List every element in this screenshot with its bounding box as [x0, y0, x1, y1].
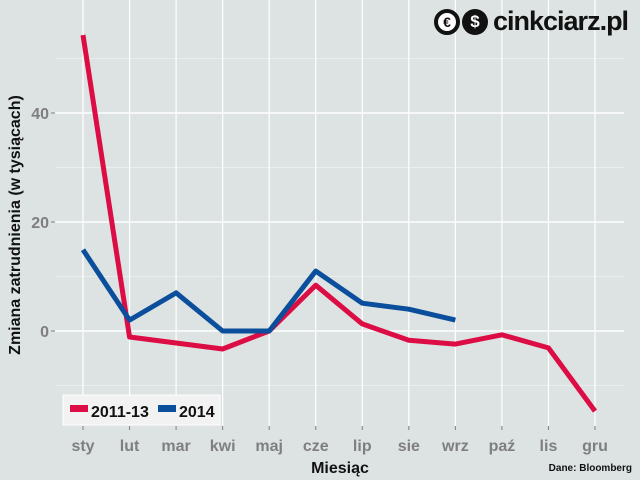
x-tick-label: lip — [353, 438, 372, 455]
x-tick-label: wrz — [441, 438, 469, 455]
x-tick-label: kwi — [210, 438, 236, 455]
x-tick-label: paź — [489, 438, 516, 455]
series-line-2011-13 — [80, 34, 598, 413]
cinkciarz-logo: € $ cinkciarz.pl — [434, 6, 629, 37]
y-tick-label: 20 — [31, 215, 49, 232]
legend-label: 2014 — [179, 404, 215, 421]
x-tick-label: sty — [71, 438, 94, 455]
legend-swatch — [70, 405, 88, 412]
x-tick-label: mar — [161, 438, 190, 455]
y-tick-label: 40 — [31, 106, 49, 123]
dollar-coin-icon: $ — [462, 8, 488, 35]
legend-box — [62, 394, 221, 426]
x-tick-label: cze — [303, 438, 329, 455]
legend: 2011-13 2014 — [62, 394, 221, 426]
x-axis-label: Miesiąc — [311, 460, 369, 477]
logo-text: cinkciarz.pl — [493, 6, 629, 36]
x-tick-label: lut — [120, 438, 140, 455]
legend-label: 2011-13 — [91, 404, 149, 421]
x-tick-label: sie — [398, 438, 420, 455]
x-tick-label: gru — [582, 438, 608, 455]
x-tick-label: maj — [255, 438, 283, 455]
y-tick-label: 0 — [40, 324, 49, 341]
x-tick-label: lis — [540, 438, 558, 455]
y-axis-label: Zmiana zatrudnienia (w tysiącach) — [7, 95, 24, 355]
data-source: Dane: Bloomberg — [548, 463, 632, 474]
legend-swatch — [158, 405, 176, 412]
euro-coin-icon: € — [434, 8, 460, 35]
